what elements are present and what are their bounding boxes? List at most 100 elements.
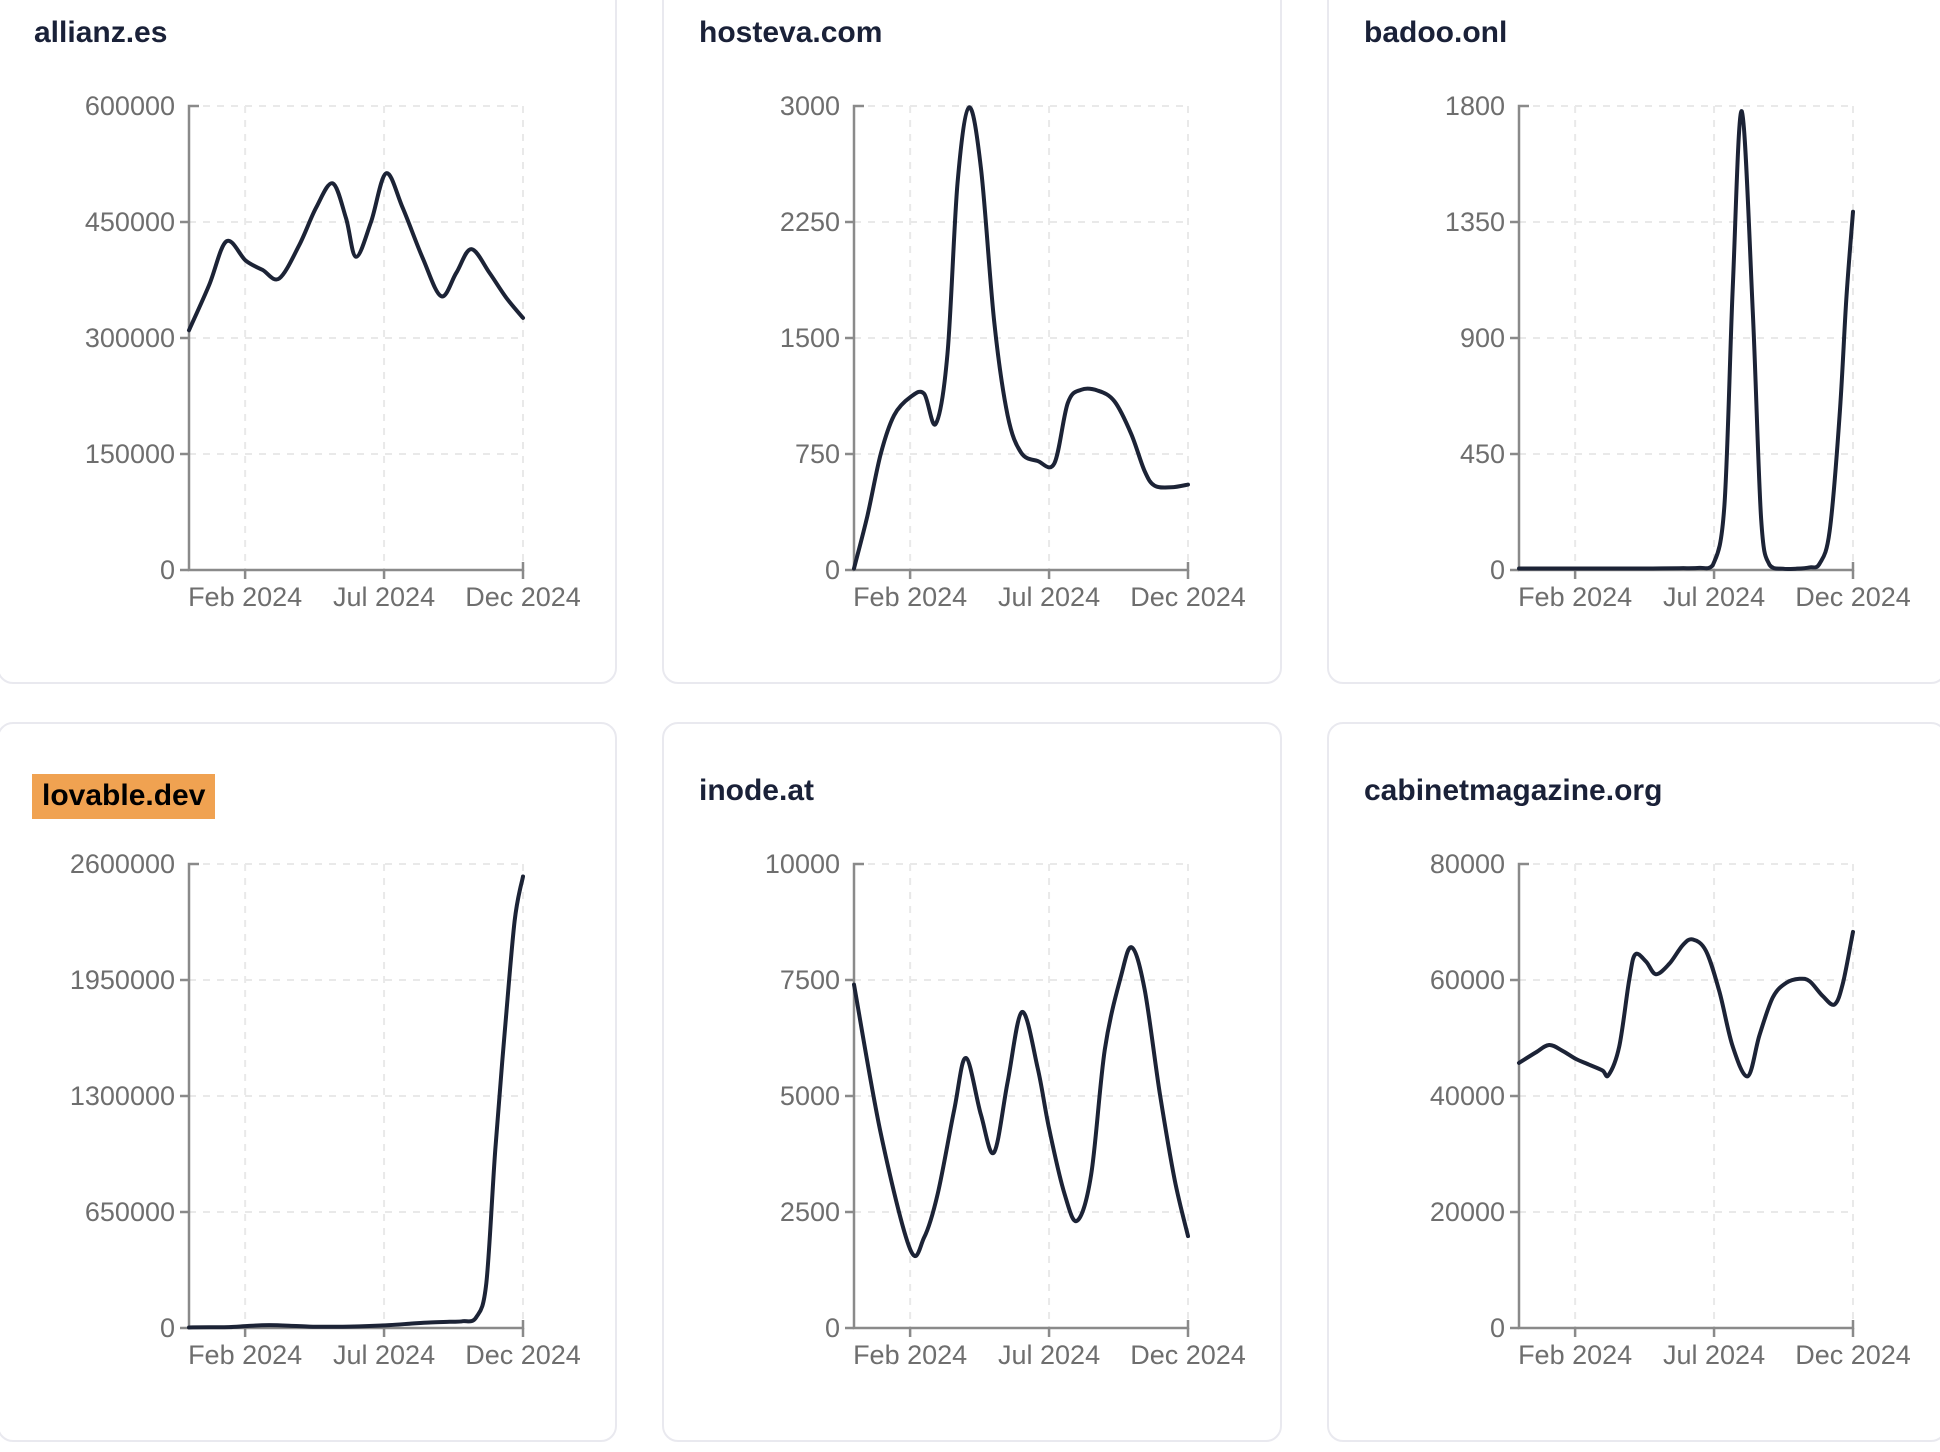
data-series-line	[187, 874, 525, 1330]
data-series-line	[852, 105, 1190, 571]
chart-axes	[1510, 862, 1855, 1337]
chart-title-text: cabinetmagazine.org	[1364, 774, 1663, 807]
x-tick-label: Feb 2024	[188, 1340, 302, 1370]
chart-title-text: allianz.es	[34, 16, 168, 49]
x-axis-tick-labels: Feb 2024 Jul 2024 Dec 2024	[853, 1340, 1246, 1370]
x-tick-label: Jul 2024	[333, 1340, 435, 1370]
y-tick-label: 40000	[1430, 1081, 1505, 1111]
y-tick-label: 1950000	[70, 965, 175, 995]
y-tick-label: 0	[1490, 1313, 1505, 1343]
chart-title: inode.at	[699, 774, 814, 808]
y-tick-label: 0	[825, 555, 840, 585]
x-tick-label: Jul 2024	[1663, 582, 1765, 612]
chart-axes	[180, 862, 525, 1337]
y-tick-label: 20000	[1430, 1197, 1505, 1227]
data-series-line	[1517, 929, 1855, 1079]
chart-title: cabinetmagazine.org	[1364, 774, 1662, 808]
y-tick-label: 2250	[780, 207, 840, 237]
y-tick-label: 600000	[85, 91, 175, 121]
x-tick-label: Feb 2024	[1518, 1340, 1632, 1370]
x-tick-label: Dec 2024	[465, 582, 581, 612]
chart-title: lovable.dev	[32, 774, 216, 819]
chart-gridlines	[189, 105, 524, 570]
y-tick-label: 0	[825, 1313, 840, 1343]
chart-gridlines	[1519, 863, 1854, 1328]
chart-axes	[845, 104, 1190, 579]
y-tick-label: 450	[1460, 439, 1505, 469]
x-tick-label: Feb 2024	[1518, 582, 1632, 612]
line-chart: 2600000 1950000 1300000 650000 0 Feb 2024 Jul …	[70, 849, 581, 1370]
y-tick-label: 150000	[85, 439, 175, 469]
x-tick-label: Jul 2024	[998, 582, 1100, 612]
x-axis-tick-labels: Feb 2024 Jul 2024 Dec 2024	[1518, 1340, 1911, 1370]
chart-title-text: inode.at	[699, 774, 815, 807]
chart-gridlines	[189, 863, 524, 1328]
domain-chart-card: inode.at 10000 7500 5000 2500 0 Feb 2024 Jul 20…	[662, 722, 1282, 1442]
y-tick-label: 1800	[1445, 91, 1505, 121]
y-tick-label: 7500	[780, 965, 840, 995]
chart-title-text: badoo.onl	[1364, 16, 1508, 49]
y-axis-tick-labels: 80000 60000 40000 20000 0	[1430, 849, 1505, 1343]
x-tick-label: Jul 2024	[1663, 1340, 1765, 1370]
chart-axes	[1510, 104, 1855, 579]
x-tick-label: Feb 2024	[853, 1340, 967, 1370]
x-tick-label: Dec 2024	[1795, 1340, 1911, 1370]
x-tick-label: Dec 2024	[1130, 1340, 1246, 1370]
chart-title-highlighted-text: lovable.dev	[32, 774, 216, 819]
x-axis-tick-labels: Feb 2024 Jul 2024 Dec 2024	[1518, 582, 1911, 612]
line-chart: 80000 60000 40000 20000 0 Feb 2024 Jul 2024 Dec…	[1430, 849, 1911, 1370]
chart-gridlines	[854, 863, 1189, 1328]
x-tick-label: Feb 2024	[188, 582, 302, 612]
y-tick-label: 900	[1460, 323, 1505, 353]
y-tick-label: 300000	[85, 323, 175, 353]
chart-title-text: hosteva.com	[699, 16, 883, 49]
data-series-line	[852, 945, 1190, 1258]
x-axis-tick-labels: Feb 2024 Jul 2024 Dec 2024	[188, 1340, 581, 1370]
y-axis-tick-labels: 3000 2250 1500 750 0	[780, 91, 840, 585]
domain-chart-card: allianz.es 600000 450000 300000 150000 0 Feb 2…	[0, 0, 617, 684]
x-tick-label: Feb 2024	[853, 582, 967, 612]
y-tick-label: 2600000	[70, 849, 175, 879]
y-axis-tick-labels: 10000 7500 5000 2500 0	[765, 849, 840, 1343]
line-chart: 1800 1350 900 450 0 Feb 2024 Jul 2024 Dec 2024	[1445, 91, 1911, 612]
y-tick-label: 650000	[85, 1197, 175, 1227]
y-tick-label: 0	[160, 1313, 175, 1343]
chart-title: badoo.onl	[1364, 16, 1507, 50]
x-tick-label: Jul 2024	[998, 1340, 1100, 1370]
y-tick-label: 3000	[780, 91, 840, 121]
y-tick-label: 450000	[85, 207, 175, 237]
domain-chart-card: badoo.onl 1800 1350 900 450 0 Feb 2024 Jul 2024…	[1327, 0, 1940, 684]
y-tick-label: 10000	[765, 849, 840, 879]
y-tick-label: 1300000	[70, 1081, 175, 1111]
x-tick-label: Dec 2024	[1130, 582, 1246, 612]
chart-axes	[845, 862, 1190, 1337]
chart-gridlines	[854, 105, 1189, 570]
domain-chart-card: lovable.dev 2600000 1950000 1300000 650000 0 F…	[0, 722, 617, 1442]
x-axis-tick-labels: Feb 2024 Jul 2024 Dec 2024	[853, 582, 1246, 612]
y-tick-label: 60000	[1430, 965, 1505, 995]
y-axis-tick-labels: 600000 450000 300000 150000 0	[85, 91, 175, 585]
y-axis-tick-labels: 1800 1350 900 450 0	[1445, 91, 1505, 585]
y-tick-label: 1350	[1445, 207, 1505, 237]
x-axis-tick-labels: Feb 2024 Jul 2024 Dec 2024	[188, 582, 581, 612]
chart-title: hosteva.com	[699, 16, 882, 50]
y-tick-label: 0	[1490, 555, 1505, 585]
y-tick-label: 80000	[1430, 849, 1505, 879]
chart-title: allianz.es	[34, 16, 167, 50]
y-tick-label: 0	[160, 555, 175, 585]
y-tick-label: 1500	[780, 323, 840, 353]
line-chart: 600000 450000 300000 150000 0 Feb 2024 Jul 202…	[85, 91, 581, 612]
domain-chart-card: hosteva.com 3000 2250 1500 750 0 Feb 2024 Jul 2…	[662, 0, 1282, 684]
y-tick-label: 2500	[780, 1197, 840, 1227]
y-tick-label: 750	[795, 439, 840, 469]
line-chart: 3000 2250 1500 750 0 Feb 2024 Jul 2024 Dec 2024	[780, 91, 1246, 612]
x-tick-label: Dec 2024	[465, 1340, 581, 1370]
chart-gridlines	[1519, 105, 1854, 570]
y-tick-label: 5000	[780, 1081, 840, 1111]
y-axis-tick-labels: 2600000 1950000 1300000 650000 0	[70, 849, 175, 1343]
x-tick-label: Jul 2024	[333, 582, 435, 612]
domain-chart-card: cabinetmagazine.org 80000 60000 40000 20000 0…	[1327, 722, 1940, 1442]
x-tick-label: Dec 2024	[1795, 582, 1911, 612]
data-series-line	[1517, 109, 1855, 572]
line-chart: 10000 7500 5000 2500 0 Feb 2024 Jul 2024 Dec 20…	[765, 849, 1246, 1370]
